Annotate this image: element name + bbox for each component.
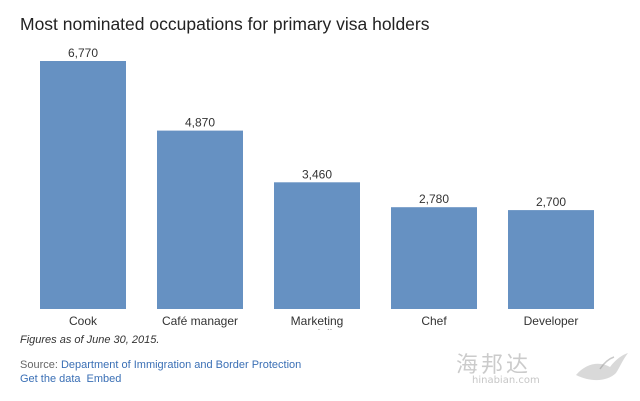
watermark-subtext: hinabian.com <box>472 375 540 386</box>
bar-0 <box>40 61 126 309</box>
value-label-4: 2,700 <box>536 195 566 209</box>
category-label-3: Chef <box>421 314 447 328</box>
value-label-3: 2,780 <box>419 192 449 206</box>
bird-logo-icon <box>576 353 628 381</box>
bar-2 <box>274 182 360 309</box>
chart-title: Most nominated occupations for primary v… <box>20 14 430 34</box>
watermark-text: 海邦达 <box>456 353 532 378</box>
bar-3 <box>391 207 477 309</box>
value-label-0: 6,770 <box>68 46 98 60</box>
bar-chart: 6,770 Cook 4,870 Café manager 3,460 Marketing… <box>40 46 594 330</box>
category-label-1: Café manager <box>162 314 238 328</box>
figures-note: Figures as of June 30, 2015. <box>20 334 160 346</box>
footer-links: Get the data Embed <box>20 373 121 385</box>
watermark: 海邦达 hinabian.com <box>450 345 630 391</box>
source-line: Source: Department of Immigration and Bo… <box>20 359 301 371</box>
category-label-4: Developerprogrammer <box>518 314 583 330</box>
value-label-2: 3,460 <box>302 167 332 181</box>
value-label-1: 4,870 <box>185 116 215 130</box>
embed-link[interactable]: Embed <box>86 373 122 385</box>
bar-1 <box>157 130 243 309</box>
category-label-2: Marketingspecialist <box>291 314 344 330</box>
source-link[interactable]: Department of Immigration and Border Pro… <box>60 359 302 371</box>
get-the-data-link[interactable]: Get the data <box>20 373 81 385</box>
category-label-0: Cook <box>69 314 98 328</box>
bar-4 <box>508 210 594 309</box>
source-prefix: Source: <box>20 359 61 371</box>
